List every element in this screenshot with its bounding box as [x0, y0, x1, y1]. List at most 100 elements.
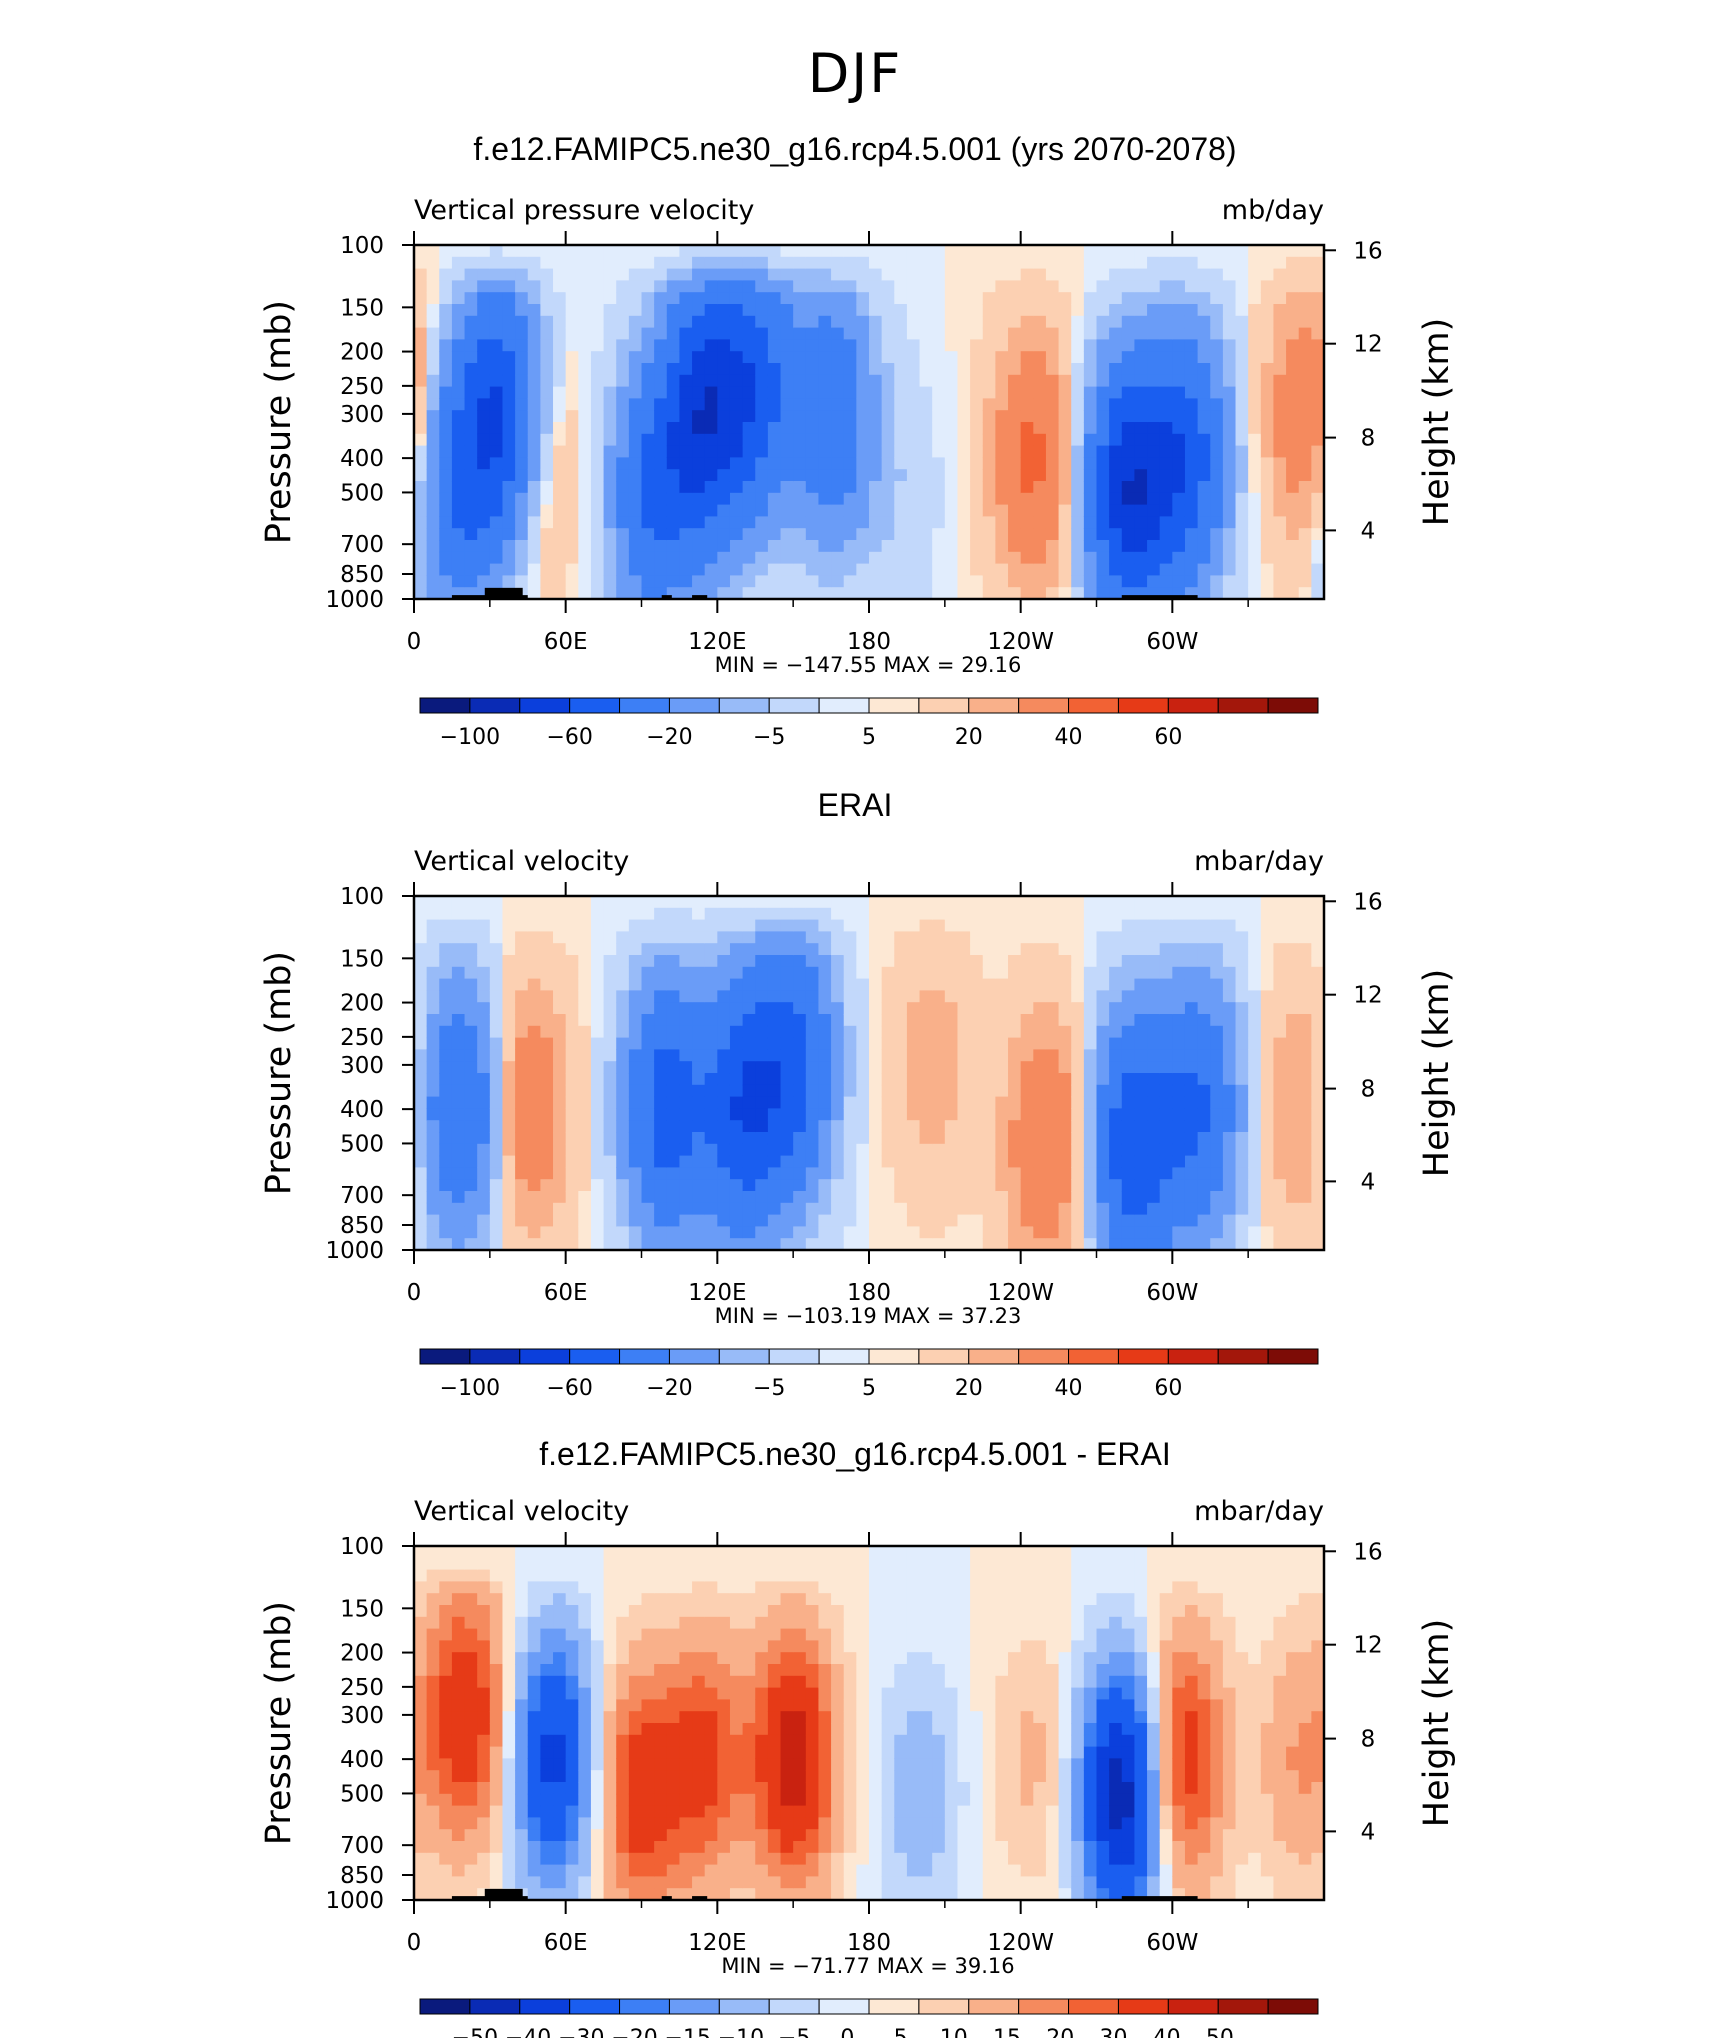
- heatmap-cell: [426, 1593, 440, 1606]
- heatmap-cell: [578, 363, 592, 376]
- heatmap-cell: [932, 410, 946, 423]
- heatmap-cell: [818, 587, 832, 600]
- heatmap-cell: [590, 492, 605, 506]
- heatmap-cell: [1134, 422, 1148, 435]
- heatmap-cell: [578, 1132, 592, 1145]
- heatmap-cell: [957, 1226, 971, 1239]
- heatmap-cell: [932, 445, 946, 458]
- heatmap-cell: [1008, 1167, 1022, 1180]
- heatmap-cell: [1033, 540, 1047, 553]
- heatmap-cell: [729, 304, 744, 317]
- heatmap-cell: [527, 410, 541, 423]
- heatmap-cell: [767, 978, 782, 991]
- heatmap-cell: [464, 1746, 478, 1759]
- heatmap-cell: [616, 315, 630, 329]
- heatmap-cell: [1134, 1073, 1148, 1086]
- heatmap-cell: [995, 1132, 1009, 1145]
- heatmap-cell: [439, 398, 453, 411]
- heatmap-cell: [944, 304, 959, 317]
- heatmap-cell: [881, 327, 895, 340]
- heatmap-cell: [527, 1569, 541, 1582]
- heatmap-cell: [1008, 1191, 1022, 1204]
- heatmap-cell: [540, 1782, 554, 1795]
- heatmap-cell: [755, 575, 769, 588]
- heatmap-cell: [464, 292, 478, 305]
- heatmap-cell: [793, 410, 807, 423]
- heatmap-cell: [477, 1770, 491, 1783]
- heatmap-cell: [970, 1155, 984, 1168]
- heatmap-cell: [919, 292, 933, 305]
- heatmap-cell: [439, 540, 453, 553]
- heatmap-cell: [704, 931, 718, 944]
- heatmap-cell: [932, 1202, 946, 1216]
- heatmap-cell: [1222, 504, 1237, 517]
- heatmap-cell: [426, 363, 440, 376]
- heatmap-cell: [590, 1593, 605, 1606]
- heatmap-cell: [919, 410, 933, 423]
- heatmap-cell: [944, 327, 959, 340]
- heatmap-cell: [426, 955, 440, 968]
- heatmap-cell: [1109, 492, 1123, 506]
- heatmap-cell: [970, 978, 984, 991]
- heatmap-cell: [414, 433, 428, 447]
- heatmap-cell: [1058, 280, 1072, 293]
- heatmap-cell: [1159, 1061, 1173, 1074]
- heatmap-cell: [578, 422, 592, 435]
- heatmap-cell: [1033, 292, 1047, 305]
- heatmap-cell: [527, 990, 541, 1003]
- heatmap-cell: [1222, 469, 1237, 482]
- heatmap-cell: [1197, 492, 1211, 506]
- heatmap-cell: [767, 1202, 782, 1216]
- heatmap-cell: [616, 990, 630, 1003]
- heatmap-cell: [1286, 1132, 1300, 1145]
- heatmap-cell: [1008, 351, 1022, 364]
- heatmap-cell: [906, 955, 921, 968]
- heatmap-cell: [1096, 919, 1110, 932]
- heatmap-cell: [729, 1108, 744, 1121]
- heatmap-cell: [1008, 896, 1022, 909]
- heatmap-cell: [439, 1829, 453, 1842]
- heatmap-cell: [1008, 1002, 1022, 1015]
- heatmap-cell: [906, 398, 921, 411]
- heatmap-cell: [1033, 268, 1047, 281]
- heatmap-cell: [843, 1025, 857, 1039]
- heatmap-cell: [856, 575, 870, 588]
- heatmap-cell: [1248, 280, 1262, 293]
- heatmap-cell: [489, 528, 504, 541]
- heatmap-cell: [869, 374, 883, 388]
- heatmap-cell: [793, 978, 807, 991]
- heatmap-cell: [957, 422, 971, 435]
- heatmap-cell: [932, 268, 946, 281]
- heatmap-cell: [641, 256, 655, 270]
- heatmap-cell: [1248, 575, 1262, 588]
- heatmap-cell: [856, 327, 870, 340]
- heatmap-cell: [1058, 351, 1072, 364]
- heatmap-cell: [957, 433, 971, 447]
- heatmap-cell: [869, 445, 883, 458]
- heatmap-cell: [932, 245, 946, 258]
- heatmap-cell: [755, 587, 769, 600]
- heatmap-cell: [590, 1734, 605, 1748]
- heatmap-cell: [489, 1096, 504, 1109]
- heatmap-cell: [1109, 931, 1123, 944]
- heatmap-cell: [1235, 990, 1249, 1003]
- heatmap-cell: [553, 1817, 567, 1830]
- heatmap-cell: [742, 1096, 756, 1109]
- heatmap-cell: [1045, 1002, 1060, 1015]
- heatmap-cell: [464, 1876, 478, 1889]
- heatmap-cell: [869, 551, 883, 565]
- heatmap-cell: [869, 422, 883, 435]
- heatmap-cell: [1121, 1155, 1136, 1168]
- heatmap-cell: [1197, 528, 1211, 541]
- heatmap-cell: [1134, 492, 1148, 506]
- heatmap-cell: [1045, 516, 1060, 529]
- heatmap-cell: [1184, 1132, 1199, 1145]
- heatmap-cell: [906, 1049, 921, 1062]
- heatmap-cell: [1083, 1132, 1098, 1145]
- heatmap-cell: [679, 1025, 693, 1039]
- land-mask-block: [484, 587, 523, 600]
- heatmap-cell: [793, 1226, 807, 1239]
- heatmap-cell: [1184, 1096, 1199, 1109]
- heatmap-cell: [957, 1214, 971, 1227]
- heatmap-cell: [489, 492, 504, 506]
